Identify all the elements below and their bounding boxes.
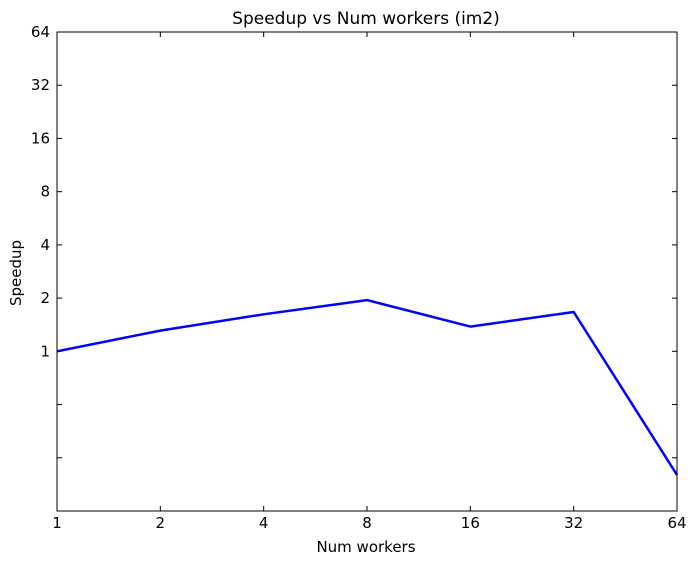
x-tick-label: 1 bbox=[52, 514, 62, 532]
x-tick-label: 8 bbox=[362, 514, 372, 532]
x-axis-label: Num workers bbox=[316, 538, 415, 556]
y-tick-label: 1 bbox=[40, 342, 50, 360]
speedup-series-line bbox=[56, 298, 679, 476]
y-tick-label: 32 bbox=[31, 76, 50, 94]
x-tick-label: 16 bbox=[461, 514, 480, 532]
x-tick-label: 32 bbox=[564, 514, 583, 532]
y-tick-label: 64 bbox=[31, 23, 50, 41]
y-tick-label: 2 bbox=[40, 289, 50, 307]
plot-frame bbox=[56, 31, 678, 512]
y-tick-label: 16 bbox=[31, 129, 50, 147]
x-tick-label: 4 bbox=[259, 514, 269, 532]
y-tick-label: 8 bbox=[40, 183, 50, 201]
series-group bbox=[56, 298, 679, 476]
tick-group: 1 2 4 8 16 32 64 1 2 4 8 16 32 64 bbox=[31, 23, 687, 532]
y-tick-label: 4 bbox=[40, 236, 50, 254]
chart-title: Speedup vs Num workers (im2) bbox=[232, 9, 500, 29]
x-tick-label: 2 bbox=[156, 514, 166, 532]
x-tick-label: 64 bbox=[667, 514, 686, 532]
y-axis-label: Speedup bbox=[7, 240, 25, 306]
